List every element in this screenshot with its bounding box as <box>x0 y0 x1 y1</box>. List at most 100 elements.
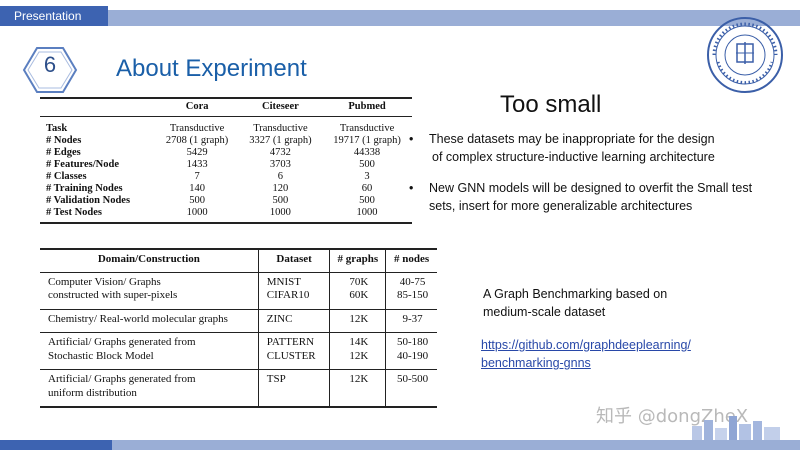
link-line[interactable]: https://github.com/graphdeeplearning/ <box>481 338 691 352</box>
table-header-cell <box>40 97 156 117</box>
cell-line: CIFAR10 <box>266 289 310 301</box>
cell-line: Artificial/ Graphs generated from <box>48 336 196 348</box>
cell-line: 14K <box>349 336 369 348</box>
table-cell: 50-500 <box>385 369 437 407</box>
table-row: # Nodes 2708 (1 graph) 3327 (1 graph) 19717… <box>40 135 412 147</box>
table-cell: 19717 (1 graph) <box>333 135 401 146</box>
cell-line: 60K <box>349 289 369 301</box>
table-row: Task Transductive Transductive Transductive <box>40 117 412 136</box>
table-header-cell: Dataset <box>257 249 330 273</box>
bullet-line: These datasets may be inappropriate for … <box>429 132 715 146</box>
cell-line: 12K <box>349 349 369 362</box>
too-small-heading: Too small <box>500 91 602 118</box>
table-cell: 500 <box>359 159 375 170</box>
slide-number-badge <box>22 45 78 95</box>
cell-line: 70K <box>349 275 369 288</box>
table-cell: 120 <box>272 183 289 194</box>
table-row: Chemistry/ Real-world molecular graphs ZI… <box>40 308 437 333</box>
table-cell: 9-37 <box>385 308 437 333</box>
table-cell: 140 <box>189 183 205 194</box>
table-row: # Validation Nodes 500 500 500 <box>40 195 412 207</box>
cell-line: 40-190 <box>397 349 429 362</box>
table-cell: Transductive <box>169 123 225 134</box>
row-label: # Validation Nodes <box>46 195 131 206</box>
citation-datasets-table: Cora Citeseer Pubmed Task Transductive Tra… <box>40 97 412 224</box>
section-tag: Presentation <box>0 6 108 26</box>
cell-line: MNIST <box>266 275 301 288</box>
bullet-list: • These datasets may be inappropriate fo… <box>408 130 798 228</box>
table-header-cell: Domain/Construction <box>40 249 259 273</box>
table-row: # Training Nodes 140 120 60 <box>40 183 412 195</box>
table-header-cell: # graphs <box>329 249 386 273</box>
row-label: # Test Nodes <box>40 207 156 224</box>
bullet-dot-icon: • <box>409 181 414 195</box>
cell-line: Artificial/ Graphs generated from <box>48 373 196 385</box>
cell-line: 12K <box>349 373 369 385</box>
row-label: # Features/Node <box>46 159 120 170</box>
row-label: Task <box>46 123 68 134</box>
table-header-row: Cora Citeseer Pubmed <box>40 97 412 117</box>
bullet-item: • These datasets may be inappropriate fo… <box>408 130 798 166</box>
table-cell: Computer Vision/ Graphs constructed with … <box>40 271 259 309</box>
slide-title: About Experiment <box>116 55 307 82</box>
slide-number: 6 <box>43 52 57 77</box>
table-cell: Chemistry/ Real-world molecular graphs <box>40 308 259 333</box>
table-header-cell: Citeseer <box>238 97 323 117</box>
row-label: # Nodes <box>46 135 82 146</box>
bullet-item: • New GNN models will be designed to ove… <box>408 179 798 215</box>
table-row: # Features/Node 1433 3703 500 <box>40 159 412 171</box>
table-cell: 4732 <box>269 147 291 158</box>
table-cell: 1000 <box>322 207 412 224</box>
cell-line: 50-500 <box>397 373 429 385</box>
table-cell: 1000 <box>238 207 323 224</box>
table-cell: 3 <box>364 171 370 182</box>
table-cell: 1433 <box>186 159 208 170</box>
table-row: Computer Vision/ Graphs constructed with … <box>40 271 437 309</box>
table-header-cell: Cora <box>155 97 239 117</box>
top-bar: Presentation <box>0 0 800 26</box>
table-cell: TSP <box>257 369 330 407</box>
table-cell: Artificial/ Graphs generated from uniform… <box>40 369 259 407</box>
table-body: Task Transductive Transductive Transductive… <box>40 117 412 224</box>
benchmark-line: medium-scale dataset <box>483 305 606 319</box>
cell-line: Computer Vision/ Graphs <box>48 275 161 288</box>
bullet-line: of complex structure-inductive learning … <box>432 150 715 164</box>
benchmark-note: A Graph Benchmarking based on medium-sca… <box>483 285 713 321</box>
benchmark-line: A Graph Benchmarking based on <box>483 287 668 301</box>
table-cell: 6 <box>277 171 284 182</box>
hexagon-icon <box>22 47 78 93</box>
table-cell: PATTERN CLUSTER <box>257 332 330 370</box>
row-label: # Classes <box>46 171 87 182</box>
table-cell: Transductive <box>339 123 395 134</box>
table-cell: 7 <box>194 171 200 182</box>
top-band <box>0 10 800 26</box>
table-cell: 3327 (1 graph) <box>249 135 312 146</box>
table-cell: 5429 <box>186 147 208 158</box>
footer-accent <box>0 440 112 450</box>
table-cell: 40-75 85-150 <box>385 271 437 309</box>
table-cell: 60 <box>361 183 373 194</box>
bullet-line: sets, insert for more generalizable arch… <box>429 199 693 213</box>
table-cell: MNIST CIFAR10 <box>257 271 330 309</box>
cell-line: CLUSTER <box>266 349 316 362</box>
cell-line: ZINC <box>266 312 293 325</box>
table-cell: 12K <box>329 369 386 407</box>
table-header-row: Domain/Construction Dataset # graphs # n… <box>40 249 437 273</box>
table-row: Artificial/ Graphs generated from uniform… <box>40 369 437 407</box>
cell-line: Chemistry/ Real-world molecular graphs <box>48 312 228 325</box>
table-header-cell: # nodes <box>385 249 437 273</box>
link-line[interactable]: benchmarking-gnns <box>481 356 591 370</box>
cell-line: PATTERN <box>266 336 315 348</box>
table-cell: 12K <box>329 308 386 333</box>
table-header-cell: Pubmed <box>322 97 412 117</box>
table-cell: 70K 60K <box>329 271 386 309</box>
table-cell: Transductive <box>253 123 308 134</box>
table-cell: 2708 (1 graph) <box>165 135 229 146</box>
cell-line: 85-150 <box>397 289 429 301</box>
table-cell: 1000 <box>155 207 239 224</box>
table-row: # Classes 7 6 3 <box>40 171 412 183</box>
table-cell: 44338 <box>353 147 381 158</box>
bullet-dot-icon: • <box>409 132 414 146</box>
github-link[interactable]: https://github.com/graphdeeplearning/ be… <box>481 336 741 372</box>
table-row: # Test Nodes 1000 1000 1000 <box>40 207 412 224</box>
